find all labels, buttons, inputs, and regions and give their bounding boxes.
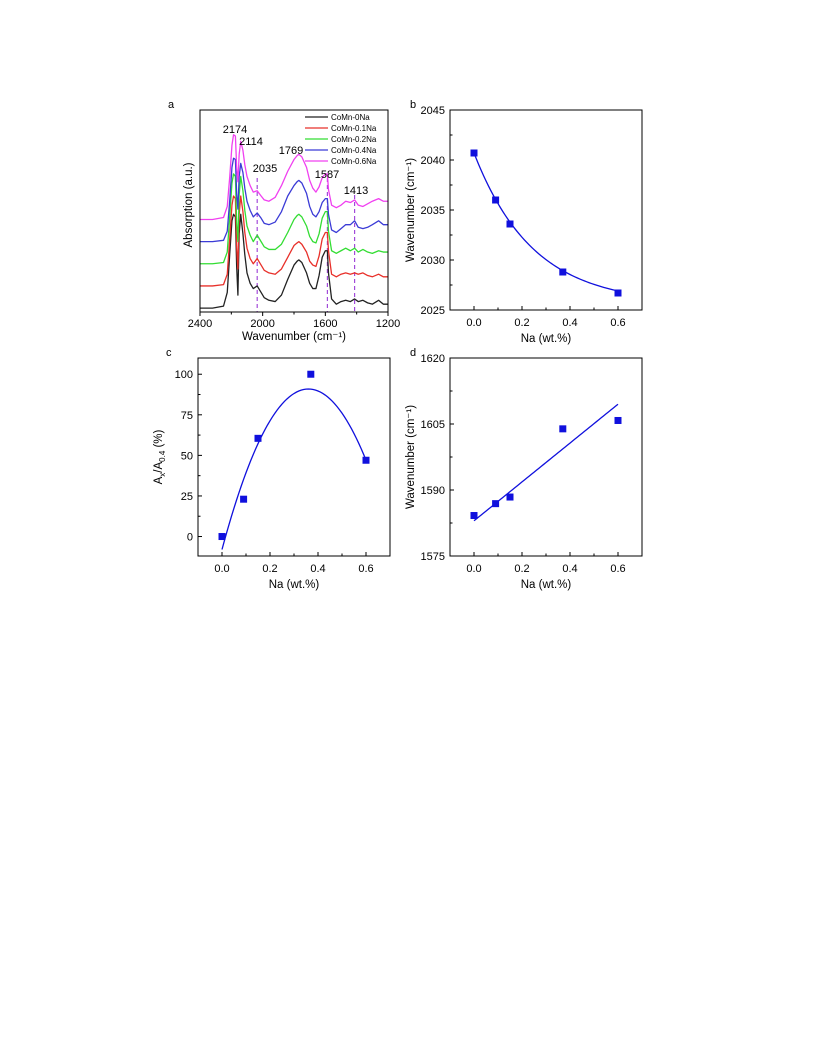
legend-label: CoMn-0Na bbox=[331, 113, 370, 122]
y-tick-label: 100 bbox=[175, 369, 193, 381]
x-tick-label: 2400 bbox=[188, 318, 212, 330]
data-point bbox=[506, 493, 514, 501]
peak-annotation: 2114 bbox=[239, 136, 263, 148]
y-axis-label: Wavenumber (cm⁻¹) bbox=[405, 158, 417, 262]
peak-annotation: 1413 bbox=[344, 185, 368, 197]
x-tick-label: 2000 bbox=[250, 318, 274, 330]
fit-curve bbox=[473, 152, 619, 292]
y-tick-label: 2040 bbox=[421, 155, 445, 167]
data-point bbox=[506, 220, 514, 228]
x-tick-label: 0.2 bbox=[262, 563, 277, 575]
y-tick-label: 0 bbox=[187, 532, 193, 544]
x-tick-label: 0.6 bbox=[358, 563, 373, 575]
x-tick-label: 0.6 bbox=[610, 317, 625, 329]
panel-label-a: a bbox=[168, 99, 175, 111]
panel-label-d: d bbox=[410, 347, 416, 359]
y-tick-label: 1575 bbox=[421, 551, 445, 563]
x-tick-label: 0.4 bbox=[310, 563, 325, 575]
x-tick-label: 0.0 bbox=[214, 563, 229, 575]
data-point bbox=[254, 434, 262, 442]
panel-label-b: b bbox=[410, 99, 416, 111]
data-point bbox=[559, 425, 567, 433]
y-tick-label: 25 bbox=[181, 491, 193, 503]
x-tick-label: 0.0 bbox=[466, 563, 481, 575]
y-axis-label: Ax​/A0.4​ (%) bbox=[153, 429, 167, 484]
y-tick-label: 2030 bbox=[421, 255, 445, 267]
y-tick-label: 75 bbox=[181, 410, 193, 422]
x-tick-label: 0.2 bbox=[514, 317, 529, 329]
legend-label: CoMn-0.2Na bbox=[331, 135, 377, 144]
data-point bbox=[492, 196, 500, 204]
y-axis-label-part: 0.4 bbox=[158, 450, 167, 462]
fit-curve bbox=[221, 388, 367, 550]
y-tick-label: 1620 bbox=[421, 353, 445, 365]
data-point bbox=[559, 268, 567, 276]
data-point bbox=[614, 289, 622, 297]
panel-b: b 0.0 0.2 0.4 0.6 2025 2030 2035 2040 2045 Na (wt.… bbox=[405, 99, 643, 345]
y-tick-label: 2045 bbox=[421, 105, 445, 117]
x-tick-label: 0.0 bbox=[466, 317, 481, 329]
y-tick-label: 2035 bbox=[421, 205, 445, 217]
plot-frame bbox=[199, 109, 389, 313]
plot-frame bbox=[449, 357, 643, 557]
x-axis-label: Wavenumber (cm⁻¹) bbox=[242, 331, 346, 343]
x-tick-label: 0.6 bbox=[610, 563, 625, 575]
x-axis-label: Na (wt.%) bbox=[521, 333, 572, 345]
peak-annotation: 1587 bbox=[315, 169, 339, 181]
y-tick-label: 50 bbox=[181, 450, 193, 462]
spectrum-line-4 bbox=[200, 134, 388, 221]
data-point bbox=[492, 500, 500, 508]
panel-a: a 2400 2000 1600 1200 Wavenumber (cm⁻¹) Absorp… bbox=[168, 99, 400, 343]
y-axis-label-part: x bbox=[158, 473, 167, 477]
y-axis-label: Wavenumber (cm⁻¹) bbox=[405, 405, 417, 509]
spectrum-line-3 bbox=[200, 157, 388, 243]
panel-label-c: c bbox=[166, 347, 172, 359]
x-tick-label: 1200 bbox=[376, 318, 400, 330]
y-axis-label-part: A bbox=[153, 476, 165, 484]
data-point bbox=[307, 370, 315, 378]
spectrum-line-1 bbox=[200, 195, 388, 287]
y-tick-label: 1590 bbox=[421, 485, 445, 497]
x-tick-label: 1600 bbox=[313, 318, 337, 330]
data-point bbox=[218, 533, 226, 541]
data-point bbox=[362, 456, 370, 464]
plot-frame bbox=[449, 109, 643, 311]
peak-annotation: 2174 bbox=[223, 124, 247, 136]
data-point bbox=[240, 495, 248, 503]
legend-label: CoMn-0.1Na bbox=[331, 124, 377, 133]
spectrum-line-0 bbox=[200, 213, 388, 309]
y-axis-label-part: /A bbox=[153, 462, 165, 473]
peak-annotation: 1769 bbox=[279, 145, 303, 157]
x-tick-label: 0.2 bbox=[514, 563, 529, 575]
data-point bbox=[470, 149, 478, 157]
x-axis-label: Na (wt.%) bbox=[269, 579, 320, 591]
y-tick-label: 2025 bbox=[421, 305, 445, 317]
spectrum-line-2 bbox=[200, 173, 388, 265]
data-point bbox=[614, 416, 622, 424]
panel-d: d 0.0 0.2 0.4 0.6 1575 1590 1605 1620 Na (wt.%) Wa… bbox=[405, 347, 643, 591]
x-tick-label: 0.4 bbox=[562, 317, 577, 329]
legend-label: CoMn-0.6Na bbox=[331, 157, 377, 166]
y-tick-label: 1605 bbox=[421, 419, 445, 431]
y-axis-label: Absorption (a.u.) bbox=[183, 162, 195, 247]
y-axis-label-part: (%) bbox=[153, 429, 165, 450]
plot-frame bbox=[197, 357, 391, 557]
peak-annotation: 2035 bbox=[253, 163, 277, 175]
data-point bbox=[470, 512, 478, 520]
x-tick-label: 0.4 bbox=[562, 563, 577, 575]
x-axis-label: Na (wt.%) bbox=[521, 579, 572, 591]
legend-label: CoMn-0.4Na bbox=[331, 146, 377, 155]
